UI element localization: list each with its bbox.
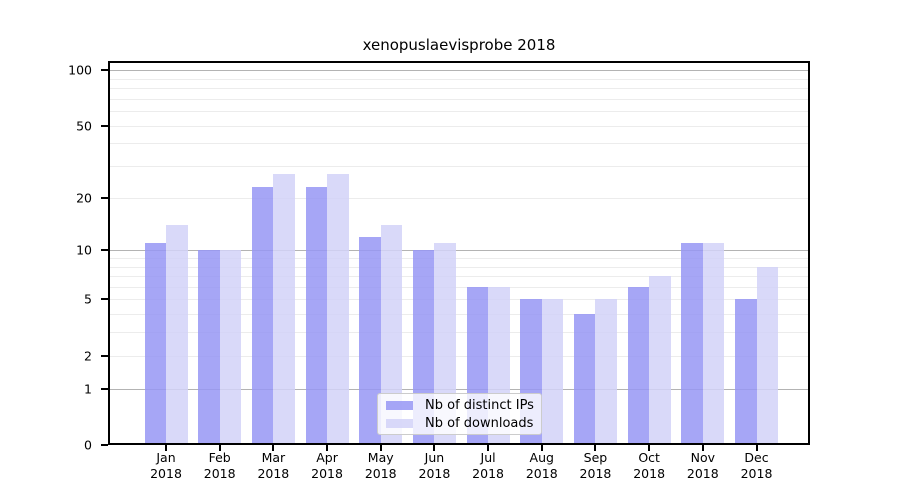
x-tick-label-sep: Sep 2018 [579,450,612,481]
bar-apr-ips [305,186,328,443]
x-tick-mark-jan [165,445,167,451]
x-tick-mark-oct [648,445,651,451]
y-tick-label-5: 5 [84,291,92,307]
bar-feb-downloads [219,250,242,443]
x-tick-label-dec: Dec 2018 [740,450,773,481]
bar-mar-downloads [273,174,295,443]
y-tick-mark-50 [101,124,108,127]
bar-jan-ips [144,243,166,443]
y-tick-label-0: 0 [84,437,92,453]
y-tick-mark-1 [101,387,108,390]
bar-dec-downloads [756,266,778,443]
x-tick-mark-aug [540,445,543,451]
gridline-60 [110,111,808,113]
gridline-7 [110,276,808,278]
bar-oct-ips [627,286,650,443]
gridline-30 [110,166,808,168]
x-tick-label-may: May 2018 [364,450,397,481]
x-tick-mark-feb [218,445,221,451]
gridline-80 [110,88,808,90]
bar-may-ips [359,236,381,443]
y-tick-label-100: 100 [68,62,92,78]
legend: Nb of distinct IPs Nb of downloads [377,393,542,435]
gridline-100 [110,70,808,72]
gridline-6 [110,286,808,288]
legend-item-downloads: Nb of downloads [386,416,533,431]
x-tick-label-jun: Jun 2018 [418,450,451,481]
x-tick-mark-dec [755,445,758,451]
bar-feb-ips [198,250,220,443]
gridline-8 [110,266,808,268]
x-tick-mark-jul [487,445,490,451]
bar-sep-downloads [595,299,617,443]
bar-nov-downloads [702,243,725,443]
bar-nov-ips [681,243,703,443]
x-tick-label-jul: Jul 2018 [472,450,504,481]
y-tick-mark-10 [101,249,108,252]
gridline-40 [110,143,808,145]
x-tick-label-aug: Aug 2018 [525,450,558,481]
y-tick-label-1: 1 [84,381,92,397]
bar-jan-downloads [166,225,188,443]
y-tick-label-2: 2 [84,348,92,364]
y-tick-mark-2 [101,354,108,357]
legend-label: Nb of downloads [425,415,534,431]
x-tick-label-mar: Mar 2018 [257,450,290,481]
legend-swatch-icon [386,418,413,428]
x-tick-mark-nov [701,445,704,451]
gridline-1 [110,388,808,390]
plot-area [108,61,810,445]
chart-title: xenopuslaevisprobe 2018 [362,36,556,54]
gridline-9 [110,257,808,259]
bar-oct-downloads [649,276,671,443]
x-tick-label-feb: Feb 2018 [203,450,236,481]
y-tick-label-20: 20 [76,190,92,206]
y-tick-mark-5 [101,298,108,301]
gridline-3 [110,332,808,334]
gridline-5 [110,299,808,301]
gridline-10 [110,250,808,252]
x-tick-label-jan: Jan 2018 [150,450,182,481]
y-tick-label-10: 10 [76,242,92,258]
gridline-20 [110,197,808,199]
bar-apr-downloads [327,174,349,443]
x-tick-label-nov: Nov 2018 [686,450,719,481]
legend-swatch-icon [386,400,413,410]
bar-sep-ips [573,314,596,443]
x-tick-mark-mar [272,445,275,451]
y-tick-mark-100 [101,69,108,72]
gridline-90 [110,78,808,80]
x-tick-label-apr: Apr 2018 [311,450,343,481]
y-tick-label-50: 50 [76,118,92,134]
x-tick-mark-apr [326,445,329,451]
legend-label: Nb of distinct IPs [425,397,534,413]
gridline-4 [110,314,808,316]
bar-dec-ips [735,299,757,443]
gridline-2 [110,355,808,357]
gridline-70 [110,98,808,100]
bar-aug-downloads [541,299,564,443]
legend-item-distinct-ips: Nb of distinct IPs [386,397,534,413]
gridline-50 [110,125,808,127]
y-tick-mark-0 [101,444,108,446]
y-tick-mark-20 [101,196,108,199]
bar-may-downloads [380,225,403,443]
x-tick-mark-jun [433,445,436,451]
x-tick-mark-sep [594,445,597,451]
x-tick-mark-may [379,445,382,451]
bar-mar-ips [251,186,274,443]
x-tick-label-oct: Oct 2018 [633,450,666,481]
